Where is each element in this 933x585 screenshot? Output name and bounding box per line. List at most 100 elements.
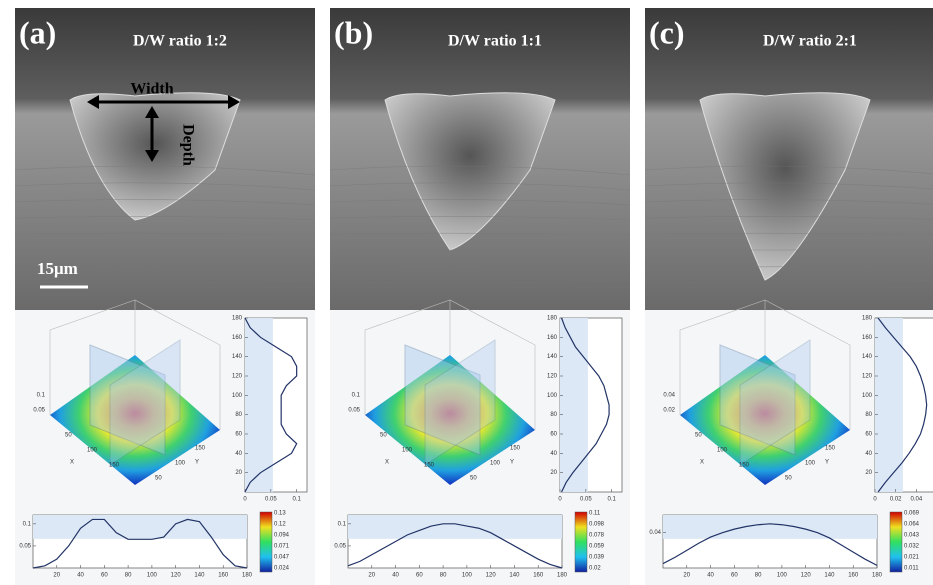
- slice-plane: [739, 339, 811, 466]
- colorbar: [259, 511, 273, 573]
- z-tick-label: 0.1: [352, 393, 361, 399]
- x-tick-label: 80: [440, 573, 447, 579]
- x-tick-label: 0.04: [910, 497, 922, 503]
- arrow-head: [145, 106, 159, 162]
- colorbar-label: 0.059: [589, 544, 605, 550]
- x-tick-label: 40: [392, 573, 399, 579]
- surface-walls: [679, 299, 851, 430]
- colorbar-label: 0.094: [274, 533, 290, 539]
- x-tick-label: 0: [873, 497, 877, 503]
- surface-walls: [49, 299, 221, 430]
- y-tick-label: 60: [865, 432, 872, 438]
- x-tick-label: 140: [824, 573, 835, 579]
- x-tick-label: 160: [848, 573, 859, 579]
- y-tick-label: 50: [470, 476, 477, 482]
- bottom-profile-line: [347, 523, 563, 569]
- y-tick-label: 100: [175, 461, 186, 467]
- bottom-profile-line: [32, 518, 248, 569]
- y-tick-label: 60: [235, 432, 242, 438]
- texture: [329, 182, 631, 191]
- y-axis-label: Y: [825, 460, 829, 466]
- x-tick-label: 20: [683, 573, 690, 579]
- surface-base: [50, 355, 220, 485]
- texture: [14, 165, 316, 176]
- x-tick-label: 100: [87, 448, 98, 454]
- x-axis-label: X: [385, 460, 389, 466]
- y-tick-label: 50: [785, 476, 792, 482]
- colorbar-label: 0.011: [904, 566, 919, 572]
- colorbar-label: 0.021: [904, 555, 920, 561]
- bottom-profile-band: [33, 515, 247, 539]
- y-tick-label: 50: [155, 476, 162, 482]
- texture: [14, 182, 316, 191]
- y-tick-label: 60: [550, 432, 557, 438]
- surface-walls: [364, 299, 536, 430]
- texture: [644, 232, 933, 236]
- texture: [14, 264, 316, 268]
- x-tick-label: 40: [77, 573, 84, 579]
- colorbar-label: 0.064: [904, 522, 920, 528]
- y-tick-label: 40: [235, 451, 242, 457]
- y-tick-label: 80: [865, 412, 872, 418]
- x-tick-label: 100: [777, 573, 788, 579]
- x-tick-label: 180: [557, 573, 568, 579]
- x-tick-label: 140: [509, 573, 520, 579]
- x-tick-label: 60: [416, 573, 423, 579]
- x-tick-label: 80: [125, 573, 132, 579]
- texture: [14, 232, 316, 236]
- texture: [644, 182, 933, 190]
- texture: [644, 280, 933, 284]
- x-tick-label: 0.05: [580, 497, 592, 503]
- x-tick-label: 50: [695, 433, 702, 439]
- colorbar-label: 0.02: [589, 566, 601, 572]
- scale-label: 15μm: [37, 259, 78, 278]
- x-tick-label: 160: [218, 573, 229, 579]
- x-tick-label: 60: [731, 573, 738, 579]
- x-tick-label: 100: [147, 573, 158, 579]
- colorbar-label: 0.12: [274, 522, 286, 528]
- x-tick-label: 160: [533, 573, 544, 579]
- y-tick-label: 160: [232, 335, 243, 341]
- z-tick-label: 0.02: [663, 408, 675, 414]
- bottom-profile-band: [348, 515, 562, 539]
- ratio-label: D/W ratio 1:2: [133, 33, 227, 50]
- panel: (a) D/W ratio 1:2 Width Depth 15μm 0.1 0.05 50 1…: [14, 8, 316, 585]
- y-tick-label: 160: [862, 335, 873, 341]
- y-tick-label: 150: [510, 446, 521, 452]
- colorbar-label: 0.078: [589, 533, 605, 539]
- x-tick-label: 150: [739, 463, 750, 469]
- panel-label: (a): [19, 14, 56, 50]
- depth-label: Depth: [179, 124, 196, 166]
- x-tick-label: 120: [801, 573, 812, 579]
- x-tick-label: 80: [755, 573, 762, 579]
- texture: [644, 264, 933, 268]
- side-profile-band: [245, 318, 273, 492]
- y-tick-label: 140: [547, 354, 558, 360]
- texture: [329, 264, 631, 268]
- y-tick-label: 150: [825, 446, 836, 452]
- x-tick-label: 20: [368, 573, 375, 579]
- colorbar: [574, 511, 588, 573]
- x-tick-label: 100: [402, 448, 413, 454]
- bottom-profile-line: [662, 523, 878, 566]
- y-tick-label: 0.05: [334, 543, 346, 549]
- texture: [14, 216, 316, 221]
- y-tick-label: 180: [547, 316, 558, 322]
- y-tick-label: 140: [232, 354, 243, 360]
- colorbar-label: 0.032: [904, 544, 920, 550]
- x-tick-label: 120: [486, 573, 497, 579]
- y-tick-label: 80: [235, 412, 242, 418]
- colorbar-label: 0.043: [904, 533, 920, 539]
- colorbar: [889, 511, 903, 573]
- panel: (b) D/W ratio 1:1 0.1 0.05 50 100 150 50 100 150 X…: [329, 8, 631, 585]
- y-tick-label: 0.1: [23, 521, 32, 527]
- colorbar-label: 0.11: [589, 511, 601, 517]
- side-profile-line: [244, 317, 298, 493]
- y-tick-label: 0.05: [19, 543, 31, 549]
- y-tick-label: 40: [550, 451, 557, 457]
- x-tick-label: 0.05: [265, 497, 277, 503]
- z-tick-label: 0.04: [663, 393, 675, 399]
- x-tick-label: 0.1: [607, 497, 616, 503]
- keyhole: [699, 92, 871, 281]
